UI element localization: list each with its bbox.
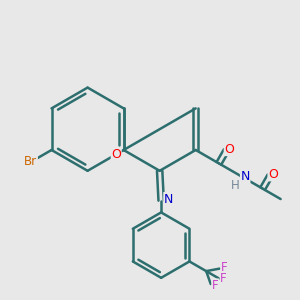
Text: O: O: [224, 142, 234, 155]
Text: N: N: [164, 193, 173, 206]
Text: F: F: [220, 272, 227, 285]
Text: H: H: [231, 178, 240, 191]
Text: F: F: [221, 261, 227, 274]
Text: N: N: [241, 169, 250, 182]
Text: F: F: [212, 279, 218, 292]
Text: O: O: [268, 168, 278, 181]
Text: Br: Br: [24, 154, 37, 168]
Text: O: O: [111, 148, 121, 161]
